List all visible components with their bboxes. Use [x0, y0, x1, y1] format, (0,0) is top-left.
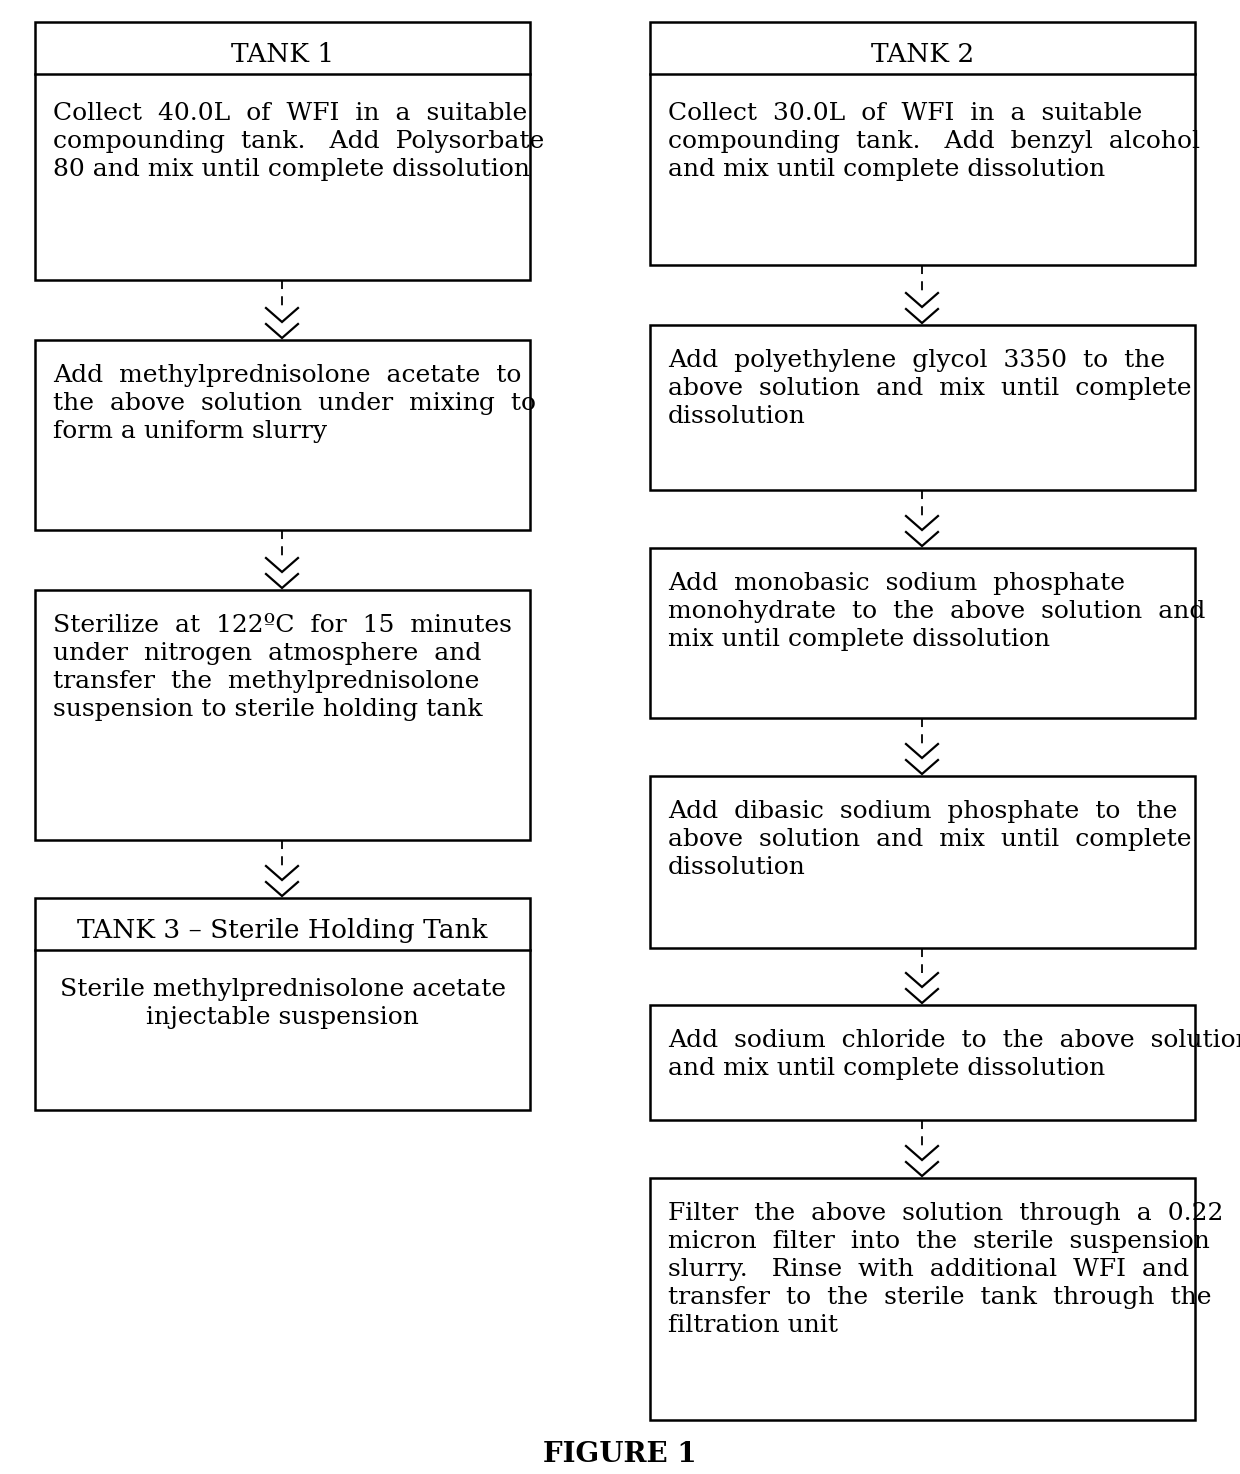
Text: TANK 1: TANK 1 [231, 41, 334, 66]
Text: dissolution: dissolution [668, 856, 806, 879]
Text: the  above  solution  under  mixing  to: the above solution under mixing to [53, 392, 536, 416]
Text: transfer  to  the  sterile  tank  through  the: transfer to the sterile tank through the [668, 1285, 1211, 1309]
Text: above  solution  and  mix  until  complete: above solution and mix until complete [668, 377, 1192, 399]
Text: Filter  the  above  solution  through  a  0.22: Filter the above solution through a 0.22 [668, 1201, 1224, 1225]
Text: transfer  the  methylprednisolone: transfer the methylprednisolone [53, 671, 480, 693]
Text: compounding  tank.   Add  benzyl  alcohol: compounding tank. Add benzyl alcohol [668, 130, 1200, 153]
Text: 80 and mix until complete dissolution: 80 and mix until complete dissolution [53, 158, 529, 181]
Text: Sterile methylprednisolone acetate: Sterile methylprednisolone acetate [60, 979, 506, 1001]
Bar [35, 340, 529, 531]
Text: Add  methylprednisolone  acetate  to: Add methylprednisolone acetate to [53, 364, 521, 388]
Text: monohydrate  to  the  above  solution  and: monohydrate to the above solution and [668, 600, 1205, 624]
Text: TANK 3 – Sterile Holding Tank: TANK 3 – Sterile Holding Tank [77, 917, 487, 942]
Text: TANK 2: TANK 2 [870, 41, 975, 66]
Text: and mix until complete dissolution: and mix until complete dissolution [668, 1057, 1105, 1080]
Text: and mix until complete dissolution: and mix until complete dissolution [668, 158, 1105, 181]
Text: Add  monobasic  sodium  phosphate: Add monobasic sodium phosphate [668, 572, 1125, 595]
Bar [35, 22, 529, 280]
Bar [650, 22, 1195, 265]
Text: form a uniform slurry: form a uniform slurry [53, 420, 327, 444]
Text: Add  dibasic  sodium  phosphate  to  the: Add dibasic sodium phosphate to the [668, 800, 1177, 822]
Bar [650, 1005, 1195, 1120]
Text: filtration unit: filtration unit [668, 1313, 838, 1337]
Text: mix until complete dissolution: mix until complete dissolution [668, 628, 1050, 652]
Bar [35, 590, 529, 840]
Text: slurry.   Rinse  with  additional  WFI  and: slurry. Rinse with additional WFI and [668, 1257, 1189, 1281]
Text: Collect  40.0L  of  WFI  in  a  suitable: Collect 40.0L of WFI in a suitable [53, 102, 527, 125]
Text: compounding  tank.   Add  Polysorbate: compounding tank. Add Polysorbate [53, 130, 544, 153]
Text: Collect  30.0L  of  WFI  in  a  suitable: Collect 30.0L of WFI in a suitable [668, 102, 1142, 125]
Text: FIGURE 1: FIGURE 1 [543, 1442, 697, 1468]
Text: Sterilize  at  122ºC  for  15  minutes: Sterilize at 122ºC for 15 minutes [53, 615, 512, 637]
Text: micron  filter  into  the  sterile  suspension: micron filter into the sterile suspensio… [668, 1229, 1210, 1253]
Text: Add  polyethylene  glycol  3350  to  the: Add polyethylene glycol 3350 to the [668, 349, 1166, 371]
Text: suspension to sterile holding tank: suspension to sterile holding tank [53, 699, 482, 721]
Text: dissolution: dissolution [668, 405, 806, 427]
Bar [35, 898, 529, 1110]
Bar [650, 324, 1195, 489]
Bar [650, 1178, 1195, 1419]
Text: injectable suspension: injectable suspension [146, 1005, 419, 1029]
Bar [650, 775, 1195, 948]
Text: Add  sodium  chloride  to  the  above  solution: Add sodium chloride to the above solutio… [668, 1029, 1240, 1052]
Bar [650, 548, 1195, 718]
Text: above  solution  and  mix  until  complete: above solution and mix until complete [668, 828, 1192, 850]
Text: under  nitrogen  atmosphere  and: under nitrogen atmosphere and [53, 643, 481, 665]
